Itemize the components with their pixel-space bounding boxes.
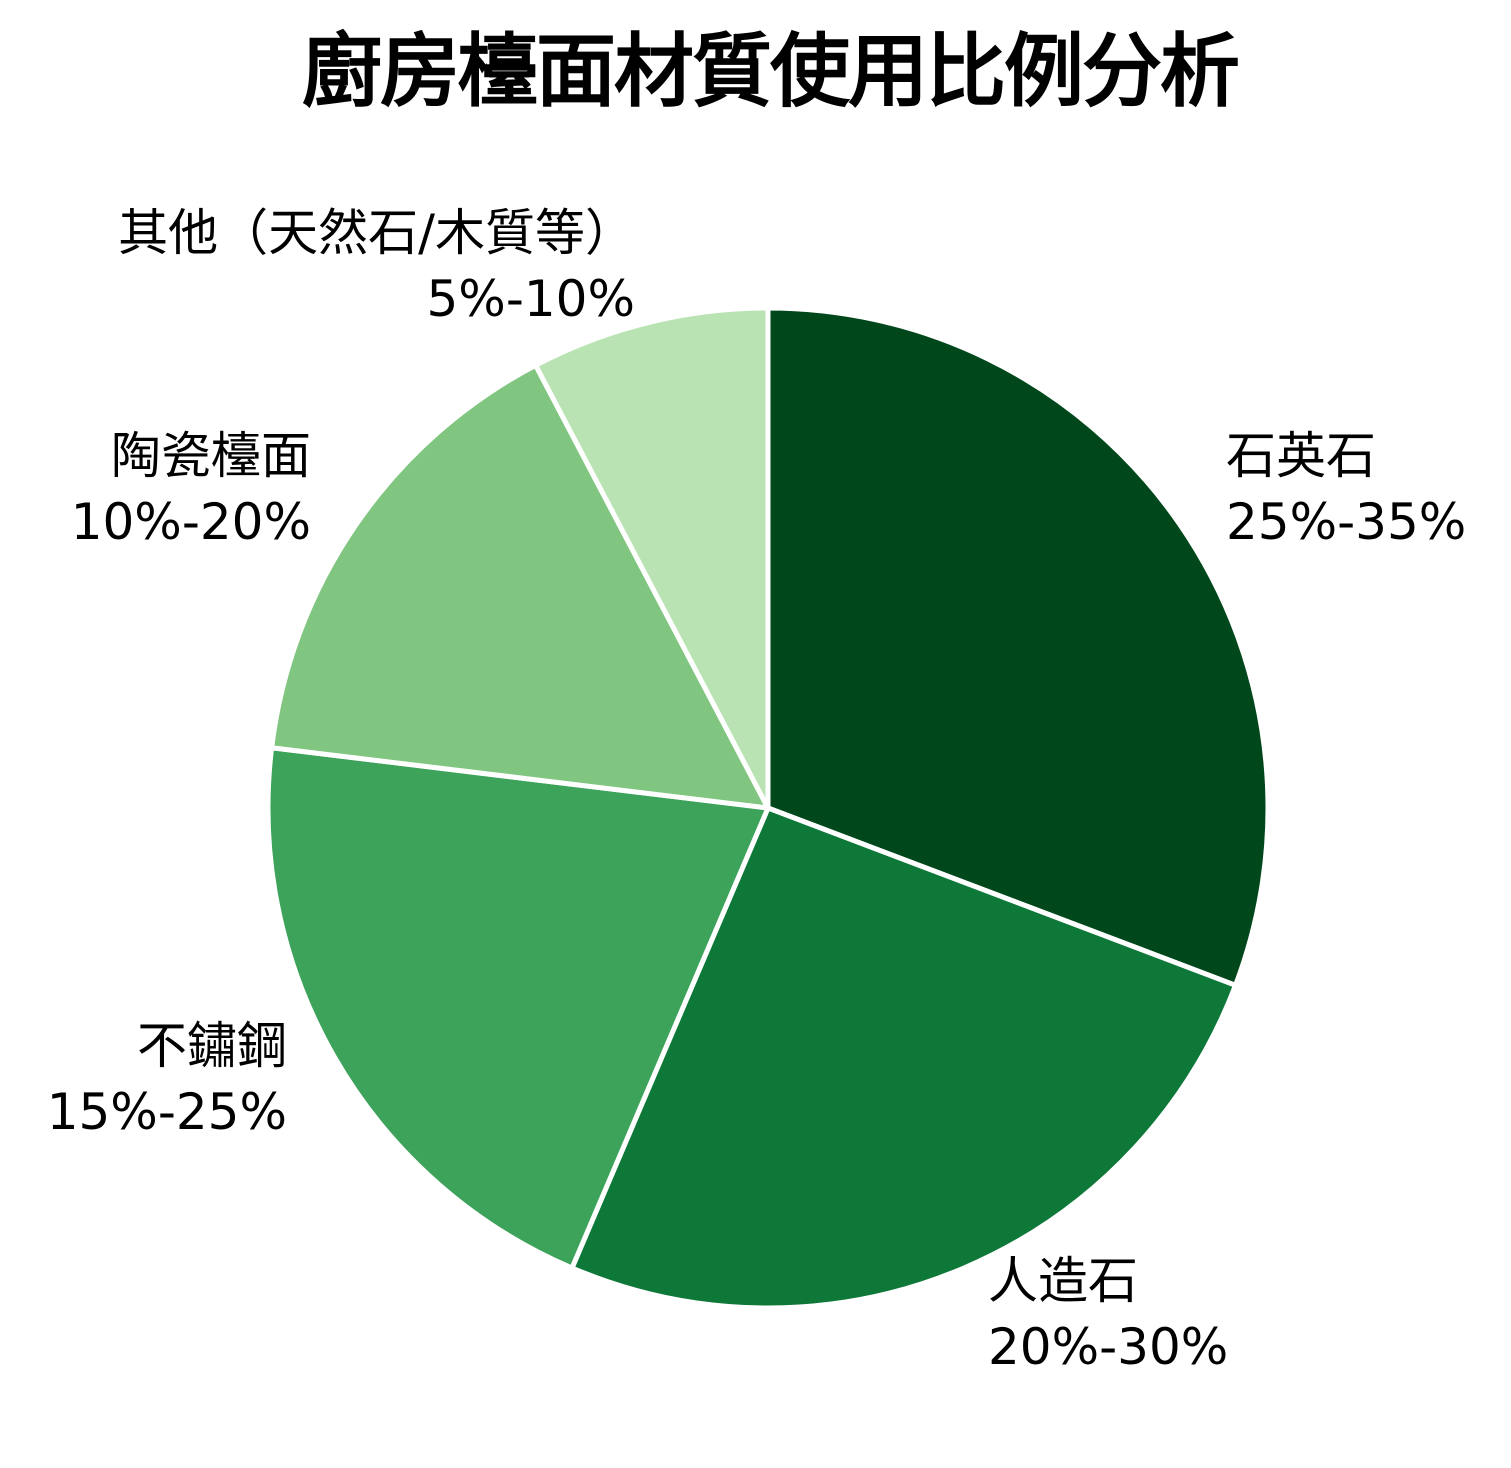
label-other: 其他（天然石/木質等） 5%-10% <box>118 200 635 332</box>
pie-slice-stainless-steel <box>265 745 771 1271</box>
label-other-range: 5%-10% <box>426 270 636 328</box>
label-ceramic-range: 10%-20% <box>70 493 311 551</box>
label-stainless-steel-range: 15%-25% <box>46 1083 287 1141</box>
label-quartz-name: 石英石 <box>1226 427 1376 485</box>
pie-slice-solid-surface <box>569 805 1239 1311</box>
label-solid-surface: 人造石 20%-30% <box>988 1248 1228 1380</box>
label-stainless-steel-name: 不鏽鋼 <box>137 1017 287 1075</box>
pie-slices <box>265 305 1271 1311</box>
chart-title: 廚房檯面材質使用比例分析 <box>302 25 1240 118</box>
label-solid-surface-name: 人造石 <box>988 1252 1138 1310</box>
pie-slice-quartz <box>765 305 1271 988</box>
label-ceramic-name: 陶瓷檯面 <box>111 427 311 485</box>
label-ceramic: 陶瓷檯面 10%-20% <box>71 423 311 555</box>
pie-slice-ceramic <box>269 362 771 811</box>
label-other-name: 其他（天然石/木質等） <box>118 204 635 262</box>
label-solid-surface-range: 20%-30% <box>988 1318 1229 1376</box>
label-quartz-range: 25%-35% <box>1226 493 1467 551</box>
pie-slice-other <box>533 305 771 811</box>
label-quartz: 石英石 25%-35% <box>1226 423 1466 555</box>
label-stainless-steel: 不鏽鋼 15%-25% <box>47 1013 287 1145</box>
